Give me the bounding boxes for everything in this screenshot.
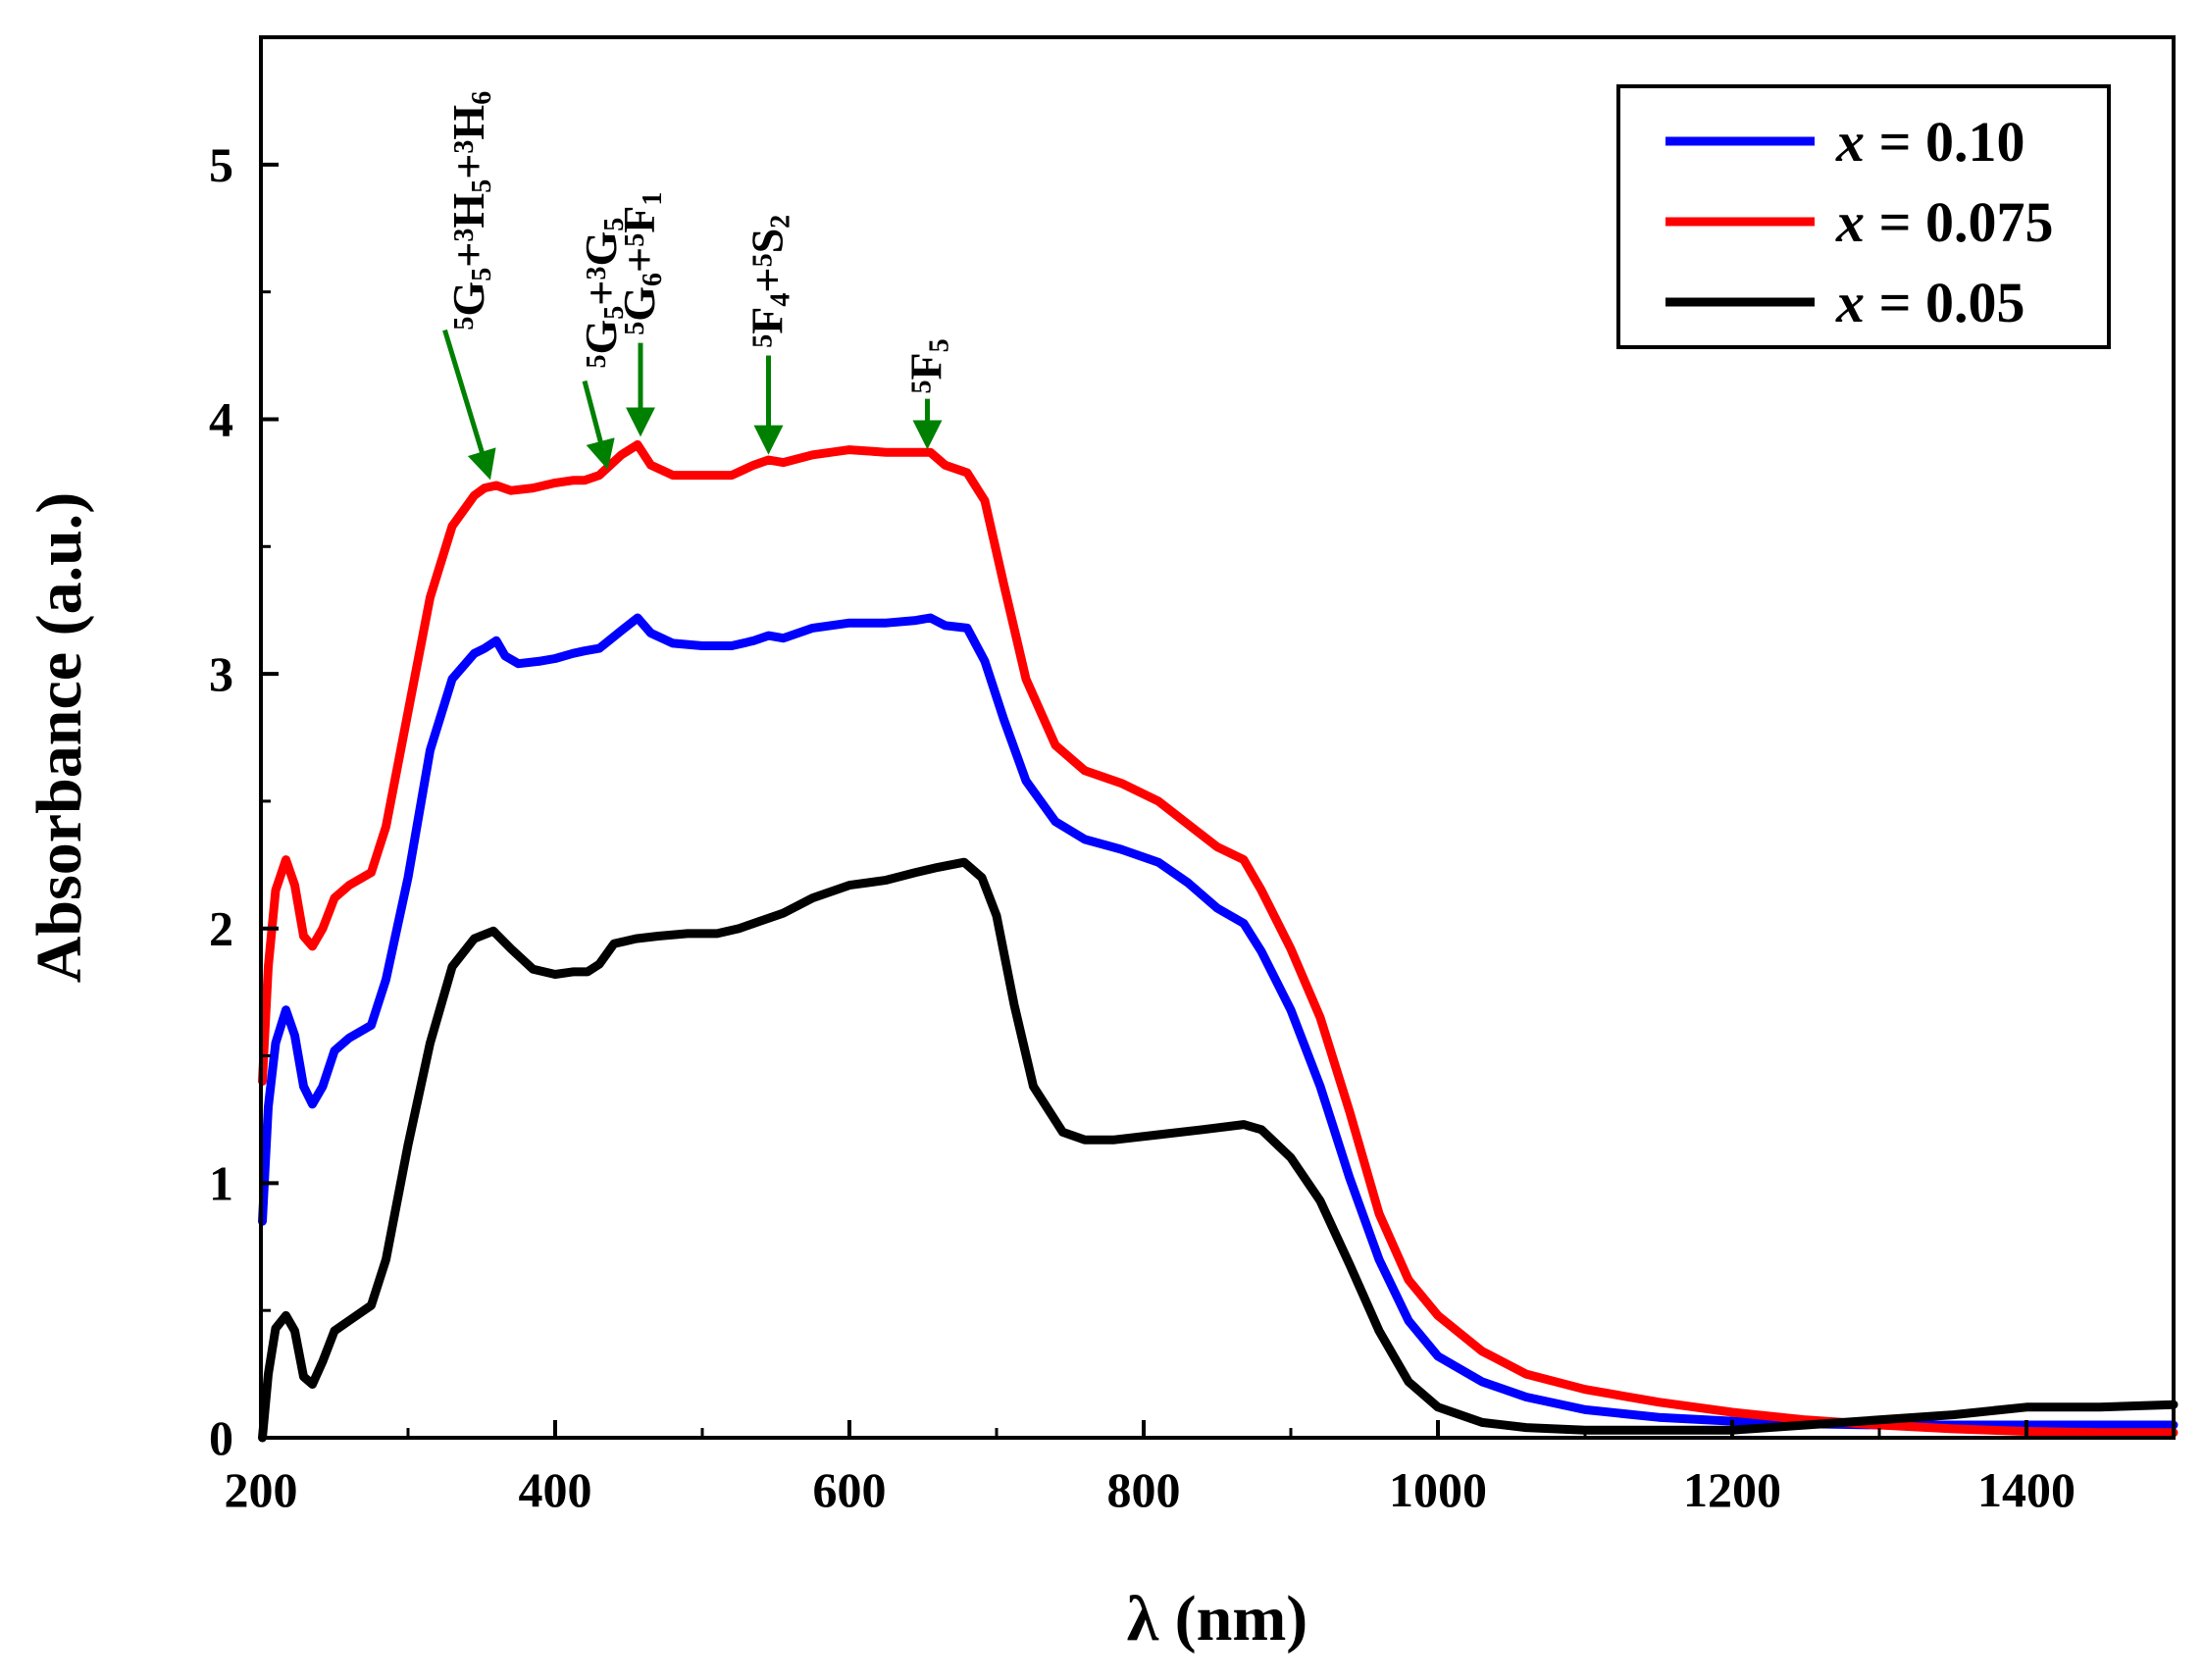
y-tick-label: 5 — [209, 137, 233, 192]
annotation-label-part: 5 — [467, 179, 497, 193]
annotation-label-part: F — [901, 352, 951, 380]
x-tick-label: 200 — [225, 1462, 298, 1517]
annotation-label-part: 6 — [467, 91, 497, 105]
legend-label: x = 0.10 — [1835, 110, 2025, 174]
x-tick-label: 1400 — [1977, 1462, 2075, 1517]
axes-group: 200 400 600 800 1000 1200 1400 0 1 2 3 4 5 — [209, 137, 2075, 1517]
annotation-label-part: S — [743, 229, 793, 254]
annotation-label-part: + — [614, 247, 664, 273]
series-line — [258, 857, 2178, 1443]
x-tick-label: 600 — [813, 1462, 887, 1517]
annotation-label-part: 1 — [638, 192, 668, 206]
annotation-label: 5F5 — [901, 338, 955, 393]
x-tick-label: 800 — [1107, 1462, 1181, 1517]
annotation-label-part: F — [743, 307, 793, 334]
legend-variable: x — [1835, 271, 1865, 334]
annotation-label-part: 5 — [620, 233, 650, 247]
annotation-label-part: 5 — [599, 218, 630, 231]
plot-frame — [259, 35, 2176, 1440]
annotation-arrow — [582, 380, 615, 471]
annotation-label-part: 3 — [449, 140, 480, 154]
annotation-label-part: 5 — [747, 334, 778, 348]
y-axis-title: Absorbance (a.u.) — [24, 492, 95, 984]
annotation-label-part: H — [443, 193, 493, 229]
legend-label: x = 0.075 — [1835, 190, 2054, 254]
annotation-label-part: 5 — [925, 338, 955, 352]
annotation-label-part: F — [614, 206, 664, 233]
annotation-label-part: G — [614, 286, 664, 322]
x-tick-label: 400 — [519, 1462, 592, 1517]
annotation-label-part: H — [443, 105, 493, 140]
y-tick-label: 4 — [209, 391, 233, 446]
annotation-label-part: + — [443, 154, 493, 179]
annotation-label-part: + — [576, 280, 626, 306]
y-tick-label: 1 — [209, 1155, 233, 1210]
annotation-label-part: 5 — [467, 268, 497, 281]
annotation-label-part: 5 — [599, 306, 630, 320]
y-tick-label: 0 — [209, 1410, 233, 1465]
y-tick-label: 2 — [209, 901, 233, 956]
annotation-label-part: 5 — [906, 380, 937, 393]
annotation-label-part: 5 — [582, 355, 612, 369]
annotation-label-part: G — [576, 231, 626, 267]
x-tick-label: 1000 — [1389, 1462, 1487, 1517]
annotation-label-part: 5 — [449, 317, 480, 331]
annotation-label-part: 4 — [766, 293, 796, 307]
annotation-label-part: 5 — [620, 322, 650, 335]
series-line — [258, 613, 2178, 1430]
annotation-label-part: + — [443, 242, 493, 268]
annotation-label-part: G — [443, 281, 493, 317]
annotation-label-part: 2 — [766, 215, 796, 229]
legend-variable: x — [1835, 110, 1865, 174]
annotation-arrow — [442, 329, 496, 481]
annotation-label-part: G — [576, 320, 626, 355]
annotation-label: 5G5+3H5+3H6 — [443, 91, 497, 331]
legend-value: = 0.075 — [1865, 190, 2054, 254]
annotation-label: 5F4+5S2 — [743, 215, 796, 348]
legend-value: = 0.05 — [1865, 271, 2025, 334]
legend-variable: x — [1835, 190, 1865, 254]
annotation-label-part: + — [743, 267, 793, 292]
annotation-label-part: 3 — [449, 229, 480, 242]
x-tick-label: 1200 — [1683, 1462, 1781, 1517]
annotation-label-part: 6 — [638, 273, 668, 286]
legend-value: = 0.10 — [1865, 110, 2025, 174]
series-group — [258, 439, 2178, 1443]
series-line — [258, 439, 2178, 1438]
legend-label: x = 0.05 — [1835, 271, 2025, 334]
y-tick-label: 3 — [209, 646, 233, 701]
annotation-label: 5G5+3G5 — [576, 218, 630, 369]
annotation-label-part: 5 — [747, 253, 778, 267]
annotation-label: 5G6+5F1 — [614, 192, 668, 335]
x-axis-title: λ (nm) — [1127, 1583, 1308, 1655]
annotation-label-part: 3 — [582, 267, 612, 280]
